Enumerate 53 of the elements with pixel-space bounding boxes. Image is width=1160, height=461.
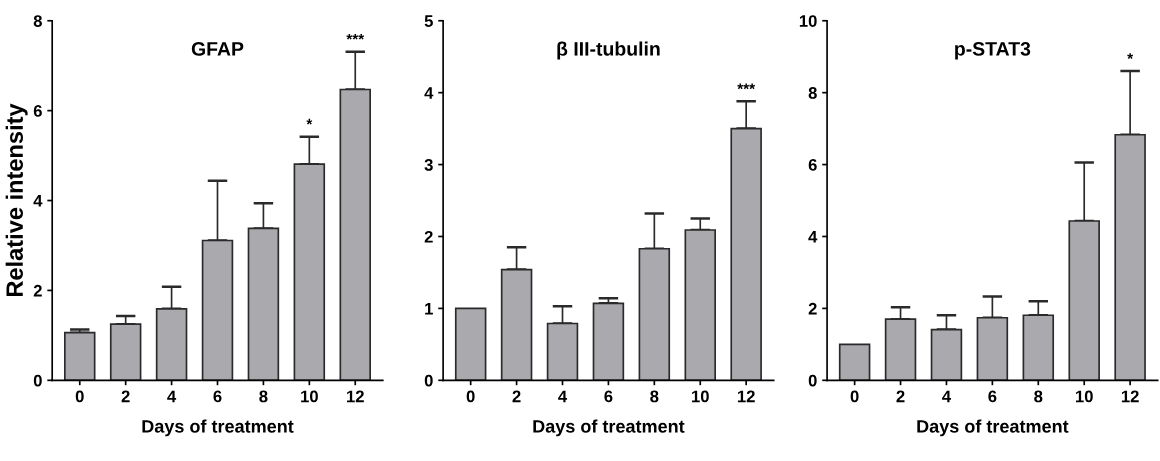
text: GFAP [191, 41, 244, 56]
y-tick-label: 4 [808, 231, 818, 243]
bar [454, 307, 487, 381]
x-tick-label: 0 [850, 390, 859, 403]
y-tick-label: 6 [808, 158, 817, 171]
x-tick-label: 12 [737, 390, 755, 403]
y-tick-label: 0 [424, 374, 433, 387]
x-tick-label: 6 [988, 390, 997, 403]
annotation: * [1127, 53, 1134, 59]
bar [63, 331, 96, 381]
y-tick-label: 2 [808, 302, 817, 315]
y-tick-label: 8 [808, 87, 817, 99]
y-tick-label: 4 [424, 87, 434, 99]
y-tick-label: 6 [33, 105, 42, 117]
y-tick-label: 0 [33, 374, 42, 387]
y-tick-label: 2 [33, 284, 42, 297]
bar [592, 302, 625, 381]
x-tick-label: 0 [466, 390, 475, 403]
x-axis-title: Days of treatment [142, 419, 294, 437]
x-axis-title: Days of treatment [533, 419, 685, 437]
y-tick-label: 2 [424, 230, 433, 243]
annotation: *** [737, 83, 756, 90]
x-tick-label: 10 [1075, 390, 1093, 403]
x-tick-label: 8 [259, 390, 268, 403]
y-tick-label: 3 [424, 158, 433, 171]
x-axis-title: Days of treatment [917, 419, 1069, 437]
bar [838, 343, 871, 381]
text: β III-tubulin [557, 41, 660, 60]
x-tick-label: 12 [347, 390, 364, 403]
y-tick-label: 8 [33, 15, 42, 27]
y-tick-label: 5 [424, 15, 433, 27]
x-tick-label: 10 [692, 390, 709, 403]
x-tick-label: 10 [301, 390, 318, 403]
y-tick-label: 0 [808, 374, 817, 387]
x-tick-label: 4 [167, 390, 177, 403]
x-tick-label: 6 [604, 390, 613, 403]
x-tick-label: 12 [1121, 390, 1139, 403]
x-tick-label: 2 [512, 390, 521, 403]
y-axis-title: Relative intensity [5, 103, 28, 297]
x-tick-label: 4 [558, 390, 568, 403]
x-tick-label: 2 [121, 390, 130, 403]
y-tick-label: 1 [425, 302, 433, 315]
x-tick-label: 0 [75, 390, 84, 403]
x-tick-label: 8 [650, 390, 659, 403]
text: p-STAT3 [955, 41, 1031, 60]
x-tick-label: 2 [896, 390, 905, 403]
annotation: * [306, 118, 313, 125]
x-tick-label: 6 [213, 390, 222, 403]
x-tick-label: 4 [942, 390, 952, 403]
y-tick-label: 4 [33, 195, 43, 207]
y-tick-label: 10 [799, 15, 817, 27]
x-tick-label: 8 [1034, 390, 1043, 403]
annotation: *** [346, 33, 365, 40]
